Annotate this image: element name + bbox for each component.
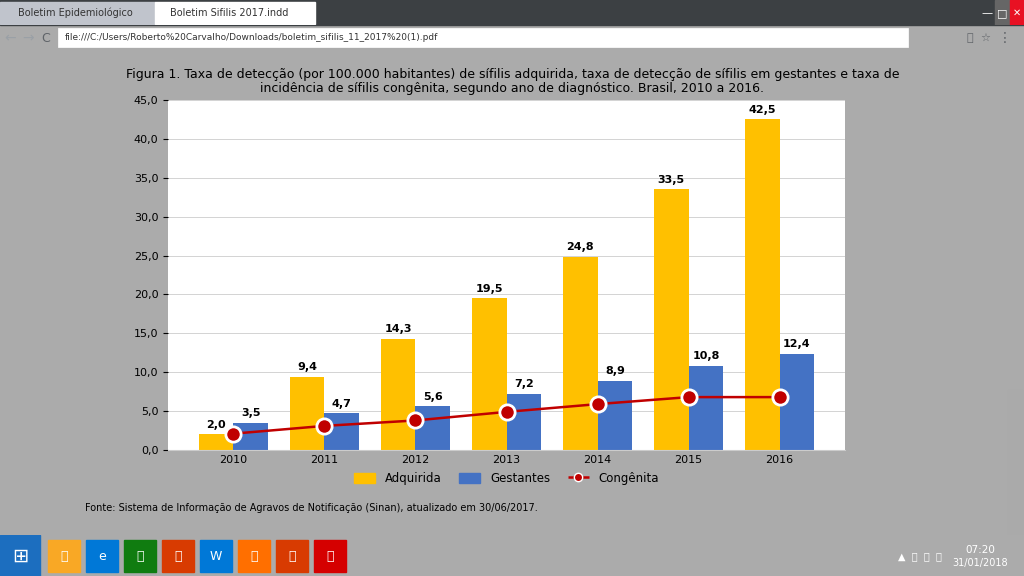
Text: 7,2: 7,2 bbox=[514, 380, 534, 389]
Bar bbox=[995, 0, 1010, 25]
Bar bbox=[238, 540, 270, 572]
Text: C: C bbox=[42, 32, 50, 44]
Bar bbox=[162, 540, 194, 572]
Bar bbox=[290, 377, 325, 450]
Text: 🔍: 🔍 bbox=[967, 33, 974, 43]
Text: 33,5: 33,5 bbox=[657, 175, 685, 185]
Text: 📊: 📊 bbox=[288, 550, 296, 563]
Text: 4,7: 4,7 bbox=[332, 399, 351, 409]
Text: Boletim Epidemiológico: Boletim Epidemiológico bbox=[18, 7, 133, 18]
Text: ⊞: ⊞ bbox=[12, 547, 29, 566]
Bar bbox=[200, 540, 232, 572]
Text: 📌: 📌 bbox=[327, 550, 334, 563]
Text: 24,8: 24,8 bbox=[566, 242, 594, 252]
Bar bbox=[58, 28, 908, 47]
Text: file:///C:/Users/Roberto%20Carvalho/Downloads/boletim_sifilis_11_2017%20(1).pdf: file:///C:/Users/Roberto%20Carvalho/Down… bbox=[65, 33, 438, 42]
Text: 9,4: 9,4 bbox=[297, 362, 317, 372]
Text: 5,6: 5,6 bbox=[423, 392, 442, 402]
Text: 07:20: 07:20 bbox=[965, 545, 995, 555]
Text: ⋮: ⋮ bbox=[998, 31, 1012, 45]
Bar bbox=[416, 407, 451, 450]
Bar bbox=[472, 298, 507, 450]
Text: 📕: 📕 bbox=[174, 550, 181, 563]
Bar bbox=[0, 535, 40, 576]
Text: 12,4: 12,4 bbox=[783, 339, 811, 349]
Text: 8,9: 8,9 bbox=[605, 366, 625, 376]
Bar bbox=[0, 2, 155, 24]
Text: 3,5: 3,5 bbox=[241, 408, 260, 418]
Bar bbox=[155, 2, 315, 24]
Bar bbox=[233, 423, 268, 450]
Bar bbox=[745, 119, 779, 450]
Legend: Adquirida, Gestantes, Congênita: Adquirida, Gestantes, Congênita bbox=[349, 467, 664, 490]
Text: ▲  🔊  📶  🔋: ▲ 🔊 📶 🔋 bbox=[898, 551, 942, 561]
Text: ←: ← bbox=[4, 31, 15, 45]
Text: →: → bbox=[23, 31, 34, 45]
Bar bbox=[563, 257, 598, 450]
Text: 19,5: 19,5 bbox=[475, 283, 503, 294]
Text: 10,8: 10,8 bbox=[692, 351, 720, 361]
Bar bbox=[314, 540, 346, 572]
Text: W: W bbox=[210, 550, 222, 563]
Text: e: e bbox=[98, 550, 105, 563]
Bar bbox=[654, 190, 688, 450]
Bar bbox=[598, 381, 632, 450]
Bar bbox=[779, 354, 814, 450]
Bar bbox=[1008, 389, 1022, 535]
Bar bbox=[199, 434, 233, 450]
Text: 42,5: 42,5 bbox=[749, 105, 776, 115]
Text: Figura 1. Taxa de detecção (por 100.000 habitantes) de sífilis adquirida, taxa d: Figura 1. Taxa de detecção (por 100.000 … bbox=[126, 68, 899, 81]
Text: 🔵: 🔵 bbox=[250, 550, 258, 563]
Text: 2,0: 2,0 bbox=[206, 420, 226, 430]
Bar bbox=[48, 540, 80, 572]
Text: Boletim Sifilis 2017.indd: Boletim Sifilis 2017.indd bbox=[170, 8, 289, 18]
Text: 31/01/2018: 31/01/2018 bbox=[952, 558, 1008, 568]
Bar bbox=[325, 414, 359, 450]
Text: 📁: 📁 bbox=[60, 550, 68, 563]
Text: 14,3: 14,3 bbox=[384, 324, 412, 334]
Bar bbox=[381, 339, 416, 450]
Text: ✕: ✕ bbox=[1013, 8, 1021, 18]
Text: Fonte: Sistema de Informação de Agravos de Notificação (Sinan), atualizado em 30: Fonte: Sistema de Informação de Agravos … bbox=[85, 503, 539, 513]
Text: incidência de sífilis congênita, segundo ano de diagnóstico. Brasil, 2010 a 2016: incidência de sífilis congênita, segundo… bbox=[260, 82, 765, 95]
Bar bbox=[124, 540, 156, 572]
Bar bbox=[276, 540, 308, 572]
Bar bbox=[688, 366, 723, 450]
Text: ☆: ☆ bbox=[980, 33, 990, 43]
Bar bbox=[1010, 0, 1024, 25]
Bar bbox=[980, 0, 995, 25]
Bar bbox=[86, 540, 118, 572]
Text: —: — bbox=[981, 8, 992, 18]
Bar bbox=[507, 394, 541, 450]
Text: 📗: 📗 bbox=[136, 550, 143, 563]
Text: □: □ bbox=[996, 8, 1008, 18]
